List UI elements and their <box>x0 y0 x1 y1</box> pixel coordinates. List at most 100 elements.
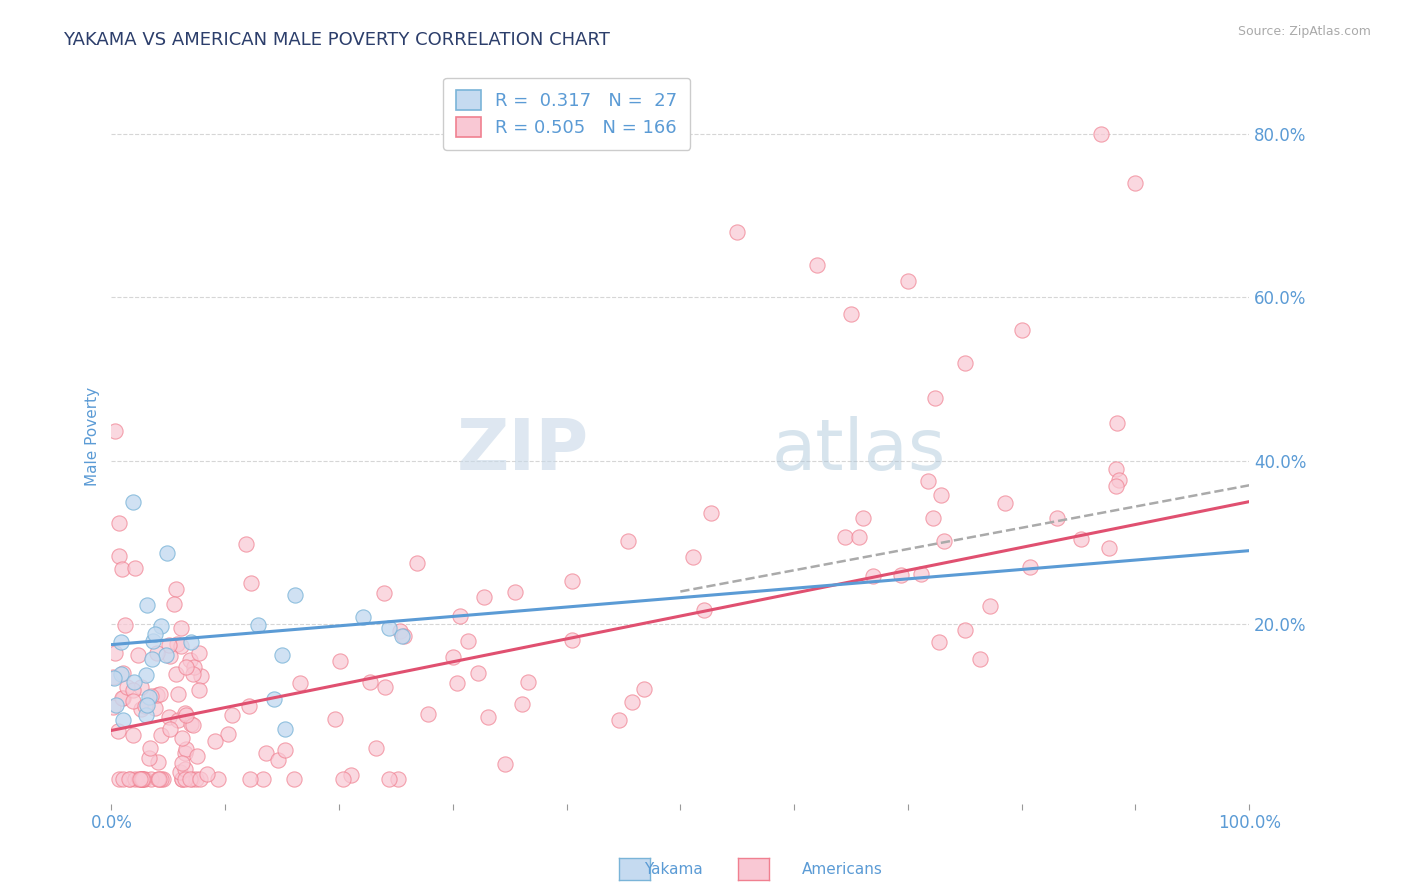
Point <box>890 567 912 582</box>
Point <box>148 772 170 787</box>
Point <box>124 561 146 575</box>
Point <box>143 627 166 641</box>
Text: Yakama: Yakama <box>644 863 703 877</box>
Point <box>111 713 134 727</box>
Point <box>152 772 174 787</box>
Point <box>141 652 163 666</box>
Point <box>124 772 146 787</box>
Point <box>122 728 145 742</box>
Point <box>852 511 875 525</box>
Point <box>221 708 243 723</box>
Point <box>129 772 152 787</box>
Point <box>928 634 950 648</box>
Point <box>166 637 188 651</box>
Point <box>159 638 181 652</box>
Point <box>263 691 285 706</box>
Point <box>132 772 155 787</box>
Point <box>1018 559 1040 574</box>
Point <box>1105 478 1128 492</box>
Point <box>633 681 655 696</box>
Point <box>148 688 170 702</box>
Point <box>457 633 479 648</box>
Point <box>122 683 145 698</box>
Point <box>239 772 262 787</box>
Point <box>135 668 157 682</box>
Point <box>235 536 257 550</box>
Text: Americans: Americans <box>801 863 883 877</box>
Point <box>406 556 429 570</box>
Point <box>170 772 193 787</box>
Point <box>138 690 160 705</box>
Point <box>477 709 499 723</box>
Point <box>449 609 471 624</box>
Point <box>195 767 218 781</box>
Point <box>1011 323 1033 337</box>
Point <box>129 680 152 694</box>
Point <box>443 649 465 664</box>
Text: Source: ZipAtlas.com: Source: ZipAtlas.com <box>1237 25 1371 38</box>
Point <box>159 649 181 664</box>
Point <box>180 717 202 731</box>
Point <box>204 734 226 748</box>
Point <box>388 624 411 638</box>
Point <box>924 392 946 406</box>
Point <box>104 646 127 660</box>
Point <box>325 712 347 726</box>
Point <box>131 772 153 787</box>
Point <box>115 681 138 695</box>
Point <box>274 722 297 736</box>
Point <box>290 676 312 690</box>
Point <box>148 756 170 770</box>
Point <box>953 623 976 637</box>
Point <box>173 746 195 760</box>
Text: ZIP: ZIP <box>457 417 589 485</box>
Point <box>725 225 748 239</box>
Point <box>135 598 157 612</box>
Point <box>929 487 952 501</box>
Point <box>129 702 152 716</box>
Point <box>170 772 193 787</box>
Point <box>1108 473 1130 487</box>
Point <box>156 546 179 560</box>
Text: atlas: atlas <box>772 417 946 485</box>
Point <box>149 618 172 632</box>
Point <box>131 772 153 787</box>
Point <box>159 723 181 737</box>
Point <box>169 764 191 779</box>
Point <box>247 618 270 632</box>
Point <box>352 610 374 624</box>
Point <box>387 772 409 787</box>
Point <box>111 690 134 705</box>
Point <box>1125 176 1147 190</box>
Point <box>391 629 413 643</box>
Point <box>239 576 262 591</box>
Point <box>910 567 932 582</box>
Point <box>922 511 945 525</box>
Point <box>418 707 440 722</box>
Y-axis label: Male Poverty: Male Poverty <box>86 387 100 486</box>
Point <box>122 674 145 689</box>
Point <box>561 574 583 588</box>
Point <box>217 727 239 741</box>
Point <box>682 549 704 564</box>
Point <box>953 356 976 370</box>
Legend: R =  0.317   N =  27, R = 0.505   N = 166: R = 0.317 N = 27, R = 0.505 N = 166 <box>443 78 690 150</box>
Point <box>111 772 134 787</box>
Point <box>174 763 197 777</box>
Point <box>120 772 142 787</box>
Point <box>207 772 229 787</box>
Point <box>183 660 205 674</box>
Point <box>131 772 153 786</box>
Point <box>917 474 939 488</box>
Point <box>848 530 870 544</box>
Point <box>284 588 307 602</box>
Point <box>1098 541 1121 556</box>
Point <box>271 648 294 663</box>
Point <box>510 697 533 711</box>
Point <box>516 675 538 690</box>
Point <box>329 654 352 668</box>
Point <box>165 582 187 596</box>
Point <box>174 742 197 756</box>
Point <box>332 772 354 787</box>
Point <box>142 634 165 648</box>
